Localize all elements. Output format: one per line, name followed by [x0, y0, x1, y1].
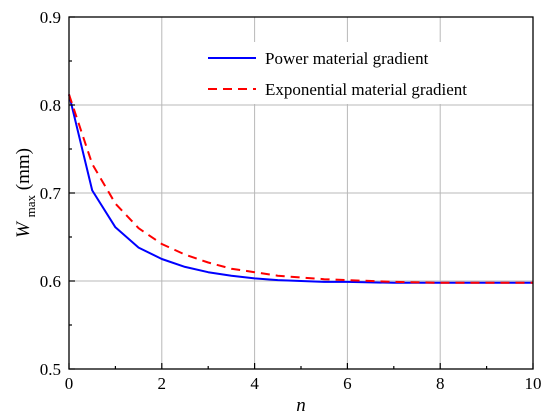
y-tick-label: 0.6 — [40, 272, 61, 291]
y-tick-label: 0.8 — [40, 96, 61, 115]
y-axis-title-sub: max — [23, 195, 38, 218]
y-tick-label: 0.9 — [40, 8, 61, 27]
x-tick-label: 2 — [158, 374, 167, 393]
legend-label-power: Power material gradient — [265, 49, 429, 68]
x-tick-label: 8 — [436, 374, 445, 393]
legend-label-exponential: Exponential material gradient — [265, 80, 467, 99]
series-layer — [68, 94, 533, 284]
legend: Power material gradient Exponential mate… — [198, 42, 516, 104]
y-axis-title-unit: (mm) — [13, 148, 34, 190]
ticks — [68, 16, 534, 370]
series-line-exponential — [68, 94, 533, 284]
y-tick-label: 0.7 — [40, 184, 62, 203]
y-tick-label: 0.5 — [40, 360, 61, 379]
legend-background — [198, 42, 516, 104]
x-axis-title: n — [296, 395, 306, 416]
x-tick-label: 10 — [525, 374, 542, 393]
series-line-power — [68, 94, 533, 284]
y-axis-title: W max (mm) — [13, 148, 40, 238]
x-tick-label: 0 — [65, 374, 74, 393]
y-axis-title-main: W — [13, 220, 34, 238]
x-tick-label: 6 — [343, 374, 352, 393]
tick-labels: 0 2 4 6 8 10 0.5 0.6 0.7 0.8 0.9 — [40, 8, 542, 393]
x-tick-label: 4 — [250, 374, 259, 393]
